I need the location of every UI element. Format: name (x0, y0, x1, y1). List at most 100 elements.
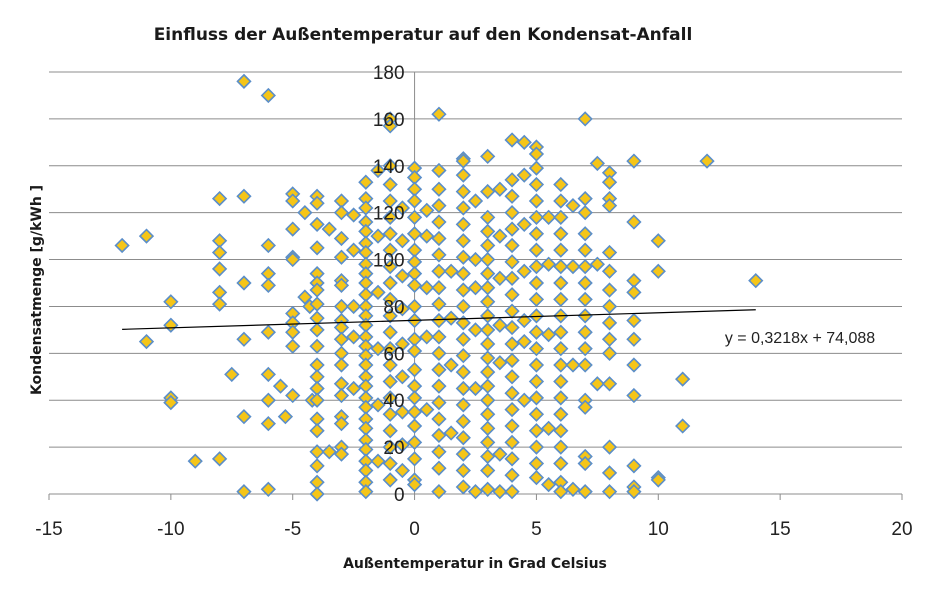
data-point (443, 357, 459, 373)
trendline-equation: y = 0,3218x + 74,088 (725, 330, 875, 347)
data-point (650, 472, 666, 488)
data-point (406, 418, 423, 434)
data-point (455, 183, 471, 200)
data-point (553, 484, 569, 500)
data-point (467, 251, 484, 268)
data-point (309, 392, 325, 408)
data-point (370, 284, 386, 301)
data-point (260, 392, 276, 408)
data-point (601, 439, 618, 455)
data-point (431, 106, 447, 122)
data-point (406, 209, 423, 225)
data-point (528, 242, 545, 258)
data-point (516, 312, 532, 329)
data-point (577, 484, 593, 500)
data-point (431, 484, 447, 500)
data-point (492, 484, 508, 500)
data-point (321, 221, 337, 237)
data-point (260, 416, 276, 432)
data-point (553, 390, 569, 406)
data-point (455, 446, 471, 462)
x-tick-label: 15 (770, 519, 791, 540)
data-point (626, 458, 642, 474)
data-point (138, 228, 155, 244)
data-point (516, 134, 532, 150)
data-point (480, 251, 496, 268)
data-point (431, 198, 447, 214)
data-point (504, 287, 520, 303)
data-point (431, 345, 447, 361)
data-point (467, 322, 484, 338)
data-point (346, 329, 362, 345)
data-point (553, 242, 569, 258)
data-point (382, 373, 398, 390)
data-point (382, 158, 398, 174)
data-point (528, 373, 545, 390)
x-tick-label: 0 (409, 519, 420, 540)
data-point (163, 317, 179, 333)
data-point (236, 409, 252, 425)
data-point (394, 200, 411, 216)
data-point (211, 296, 228, 312)
data-point (431, 214, 447, 230)
data-point (370, 228, 386, 244)
data-point (577, 324, 593, 340)
data-point (309, 486, 325, 502)
data-point (516, 392, 532, 408)
data-point (504, 336, 520, 352)
data-point (285, 193, 301, 209)
data-point (285, 221, 301, 237)
data-point (163, 294, 179, 310)
data-point (309, 338, 325, 354)
data-point (333, 331, 350, 347)
data-point (577, 291, 593, 308)
data-point (285, 251, 301, 268)
data-point (370, 162, 386, 179)
data-point (260, 366, 276, 383)
data-point (467, 280, 484, 296)
data-point (601, 298, 618, 315)
data-point (138, 333, 155, 350)
data-point (382, 242, 398, 258)
data-point (528, 455, 545, 472)
y-tick-label: 0 (394, 485, 405, 506)
data-point (431, 280, 447, 296)
data-point (431, 329, 447, 345)
data-point (419, 202, 435, 218)
data-point (394, 369, 411, 385)
data-point (431, 444, 447, 460)
data-point (504, 132, 520, 148)
data-point (406, 451, 423, 467)
data-point (601, 198, 618, 214)
data-point (528, 423, 545, 439)
data-point (553, 439, 569, 455)
data-point (577, 455, 593, 472)
data-point (565, 198, 581, 214)
data-point (455, 397, 471, 413)
data-point (577, 399, 593, 415)
data-point (211, 190, 228, 207)
data-point (528, 209, 545, 225)
data-point (528, 341, 545, 357)
data-point (346, 242, 362, 258)
data-point (321, 444, 337, 460)
data-point (211, 244, 228, 261)
data-point (309, 322, 325, 338)
data-point (480, 448, 496, 465)
data-point (480, 183, 496, 200)
data-point (528, 406, 545, 422)
data-point (589, 155, 605, 172)
trendline-line (122, 309, 756, 330)
data-point (370, 397, 386, 413)
data-point (577, 190, 593, 207)
data-point (260, 87, 276, 104)
data-point (480, 364, 496, 380)
data-point (540, 476, 557, 493)
data-point (382, 390, 398, 406)
data-point (333, 277, 350, 293)
data-point (528, 469, 545, 486)
data-point (382, 308, 398, 324)
data-point (406, 298, 423, 315)
data-point (297, 205, 313, 221)
data-point (601, 244, 618, 261)
